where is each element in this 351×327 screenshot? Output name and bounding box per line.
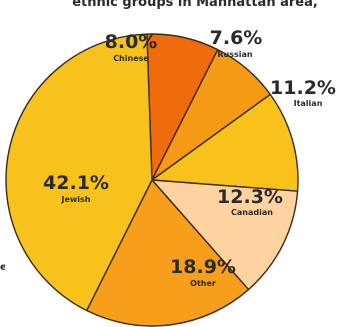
slice-percent-label-chinese: 8.0%	[105, 31, 158, 53]
slice-name-label-canadian: Canadian	[231, 208, 273, 217]
slice-percent-label-russian: 7.6%	[210, 27, 263, 49]
left-edge-text-fragment: e	[0, 262, 5, 272]
slice-percent-label-other: 18.9%	[170, 256, 236, 278]
slice-name-label-jewish: Jewish	[61, 195, 91, 204]
slice-percent-label-jewish: 42.1%	[43, 172, 109, 194]
pie-slice-canadian	[151, 179, 299, 291]
slice-name-label-russian: Russian	[217, 50, 253, 59]
pie-slice-jewish	[5, 33, 153, 312]
slice-name-label-chinese: Chinese	[113, 54, 149, 63]
pie-slice-italian	[151, 93, 299, 192]
slice-percent-label-italian: 11.2%	[270, 77, 336, 99]
slice-name-label-italian: Italian	[294, 99, 323, 108]
slice-percent-label-canadian: 12.3%	[217, 186, 283, 208]
slice-name-label-other: Other	[190, 279, 216, 288]
chart-title-fragment: ethnic groups in Manhattan area,	[72, 0, 318, 10]
pie-slice-other	[85, 179, 250, 327]
